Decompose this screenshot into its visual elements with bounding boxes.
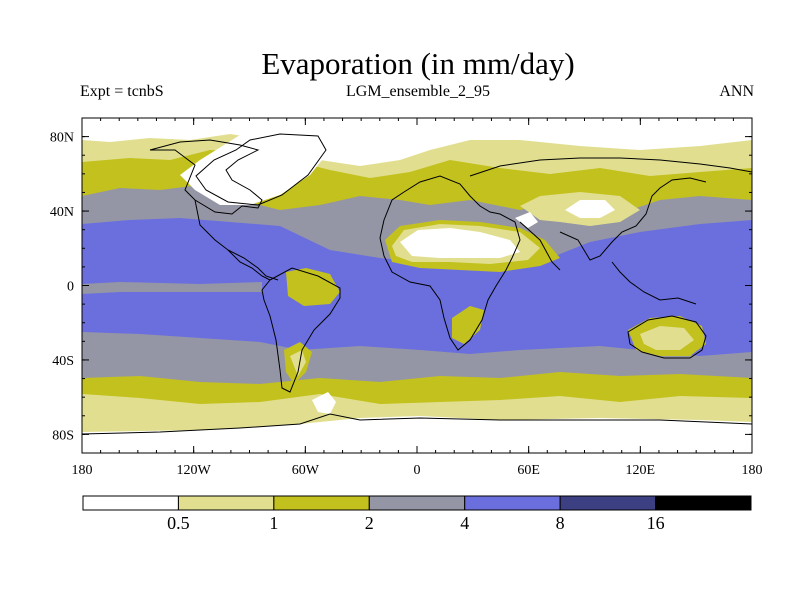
coast-central-america [227,249,271,281]
experiment-label: Expt = tcnbS [80,83,164,100]
lat-tick-label: 40N [50,205,74,220]
longitude-axis: 180 120W 60W 0 60E 120E 180 [72,118,763,478]
field-australia-pale [640,326,694,350]
lat-tick-label: 80S [52,428,74,443]
colorbar-label: 16 [647,513,665,533]
colorbar-bin [368,495,466,511]
lon-tick-label: 180 [72,463,93,478]
lon-tick-label: 60W [292,463,320,478]
field-antarctic-white [82,416,752,453]
field-greenland-white [180,130,330,205]
field-brazil-olive [286,268,340,306]
coast-north-america [149,139,279,281]
colorbar-bin [655,495,752,511]
colorbar-label: 1 [269,513,278,533]
coast-europe-africa [379,175,521,351]
field-equatorial-strip [82,282,262,294]
ensemble-label: LGM_ensemble_2_95 [346,83,490,100]
colorbar-label: 0.5 [167,513,190,533]
field-arabia-white [515,212,538,228]
latitude-axis: 80N 40N 0 40S 80S [50,131,752,443]
field-drake-white [312,392,336,414]
map-fields [82,118,752,453]
season-label: ANN [719,83,754,100]
map-title: Evaporation (in mm/day) [261,46,575,81]
field-sahara-white [400,228,520,258]
coast-greenland [195,133,327,206]
colorbar-bin [82,495,179,511]
field-africa-south-olive [452,306,484,344]
coastlines [82,133,752,435]
lon-tick-label: 120E [626,463,656,478]
coast-antarctica [82,413,752,435]
colorbar-bin [464,495,561,511]
lon-tick-label: 180 [742,463,763,478]
coast-australia [627,315,707,359]
colorbar-label: 4 [460,513,469,533]
coast-asia [469,157,752,271]
field-patagonia-pale [290,350,306,376]
colorbar: 0.5 1 2 4 8 16 [82,495,752,533]
lon-tick-label: 0 [414,463,421,478]
lat-tick-label: 80N [50,131,74,146]
coast-south-america [261,267,341,393]
lat-tick-label: 40S [52,354,74,369]
lat-tick-label: 0 [67,280,74,295]
lon-tick-label: 120W [177,463,212,478]
lon-tick-label: 60E [517,463,540,478]
colorbar-bin [273,495,370,511]
coast-se-asia [611,261,697,305]
field-asia-white [565,200,615,218]
colorbar-bin [559,495,657,511]
colorbar-bin [177,495,275,511]
colorbar-label: 2 [365,513,374,533]
field-arctic-white [82,118,752,166]
colorbar-label: 8 [556,513,565,533]
